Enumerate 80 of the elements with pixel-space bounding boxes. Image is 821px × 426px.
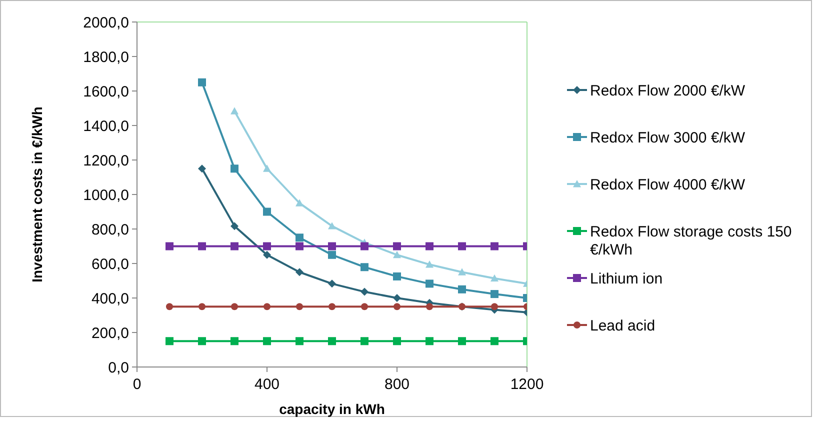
legend-label: Lead acid	[590, 317, 656, 334]
point	[198, 242, 206, 250]
point	[166, 337, 174, 346]
point	[458, 337, 466, 346]
point	[230, 337, 238, 346]
point	[328, 280, 336, 288]
point	[263, 208, 271, 216]
point	[393, 337, 401, 346]
legend-label: Lithium ion	[590, 270, 663, 288]
x-tick-label: 0	[132, 376, 142, 393]
y-tick-label: 200,0	[91, 324, 129, 342]
point	[361, 303, 368, 310]
point	[426, 303, 433, 310]
point	[264, 303, 270, 310]
point	[296, 337, 304, 346]
point	[426, 280, 434, 288]
y-tick-label: 1800,0	[83, 48, 129, 66]
point	[198, 164, 206, 173]
point	[230, 107, 238, 114]
point	[263, 242, 271, 250]
point	[360, 288, 368, 296]
x-tick-label: 400	[254, 376, 280, 393]
point	[328, 337, 336, 346]
y-tick-label: 800,0	[91, 221, 129, 238]
point	[394, 303, 400, 310]
point	[393, 272, 401, 280]
x-axis-title: capacity in kWh	[279, 401, 385, 417]
point	[166, 242, 174, 250]
point	[490, 337, 498, 346]
point	[490, 274, 498, 282]
y-tick-label: 1200,0	[83, 152, 129, 170]
y-axis-title: Investment costs in €/kWh	[29, 106, 45, 282]
x-tick-label: 1200	[510, 376, 544, 393]
point	[393, 242, 401, 250]
point	[393, 250, 401, 258]
point	[198, 337, 206, 346]
point	[491, 303, 498, 310]
point	[328, 303, 336, 310]
point	[458, 285, 466, 294]
x-tick-label: 800	[384, 376, 410, 393]
point	[198, 303, 206, 310]
point	[490, 242, 498, 250]
point	[230, 222, 238, 230]
point	[490, 290, 498, 298]
point	[458, 268, 466, 276]
point	[166, 303, 173, 310]
point	[263, 164, 271, 172]
y-tick-label: 0,0	[108, 359, 129, 376]
point	[328, 242, 336, 250]
point	[296, 303, 303, 310]
point	[328, 222, 336, 230]
y-tick-label: 400,0	[91, 290, 129, 308]
point	[231, 303, 238, 310]
point	[426, 260, 434, 268]
point	[360, 337, 368, 346]
y-tick-label: 2000,0	[83, 14, 129, 32]
legend-label: Redox Flow storage costs 150 €/kWh	[590, 223, 792, 258]
y-tick-label: 1600,0	[83, 83, 129, 100]
point	[296, 234, 304, 242]
legend-label: Redox Flow 3000 €/kW	[590, 129, 746, 146]
y-tick-label: 1000,0	[83, 186, 129, 204]
point	[296, 268, 304, 276]
point	[426, 242, 434, 250]
y-tick-label: 600,0	[91, 256, 129, 273]
point	[458, 242, 466, 250]
point	[230, 242, 238, 250]
point	[230, 164, 238, 173]
point	[393, 294, 401, 302]
point	[360, 263, 368, 272]
point	[360, 242, 368, 250]
point	[426, 337, 434, 346]
point	[296, 199, 304, 206]
y-tick-label: 1400,0	[83, 118, 129, 135]
point	[328, 250, 336, 259]
point	[296, 242, 304, 250]
legend-label: Redox Flow 2000 €/kW	[590, 82, 746, 100]
point	[263, 250, 271, 259]
point	[198, 78, 206, 86]
point	[263, 337, 271, 346]
legend-label: Redox Flow 4000 €/kW	[590, 176, 746, 194]
